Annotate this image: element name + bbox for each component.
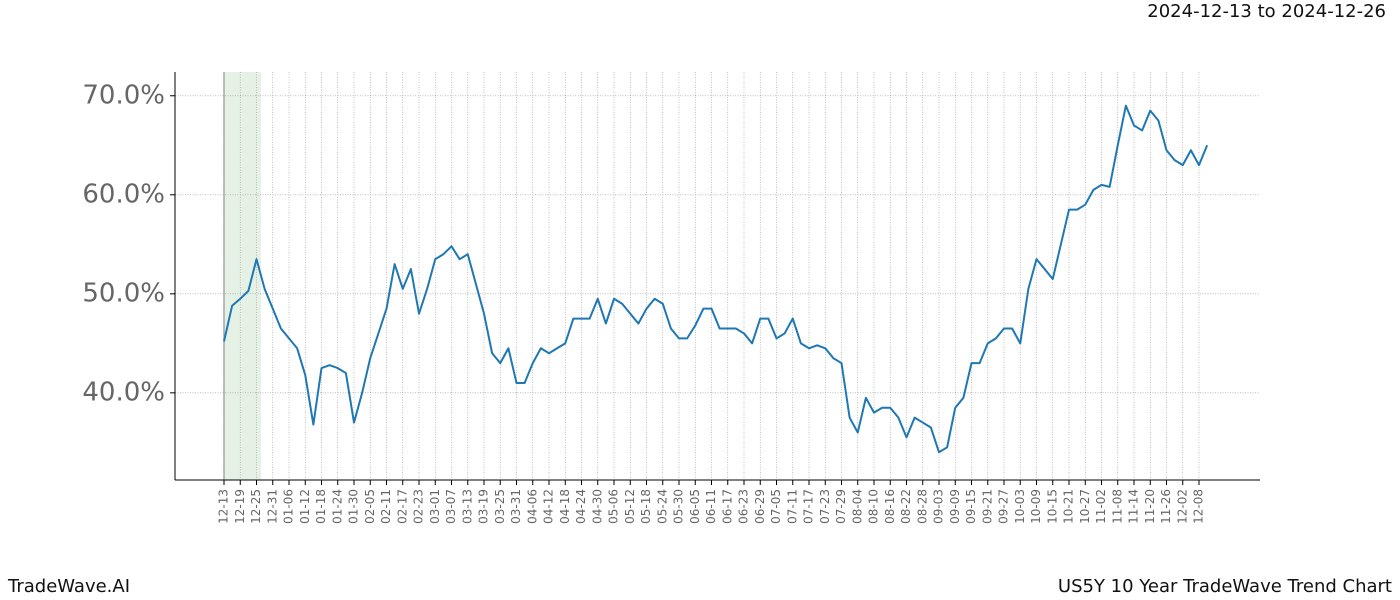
x-tick-label: 03-13 — [460, 489, 474, 524]
x-tick-label: 06-05 — [688, 489, 702, 524]
x-tick-label: 11-14 — [1127, 489, 1141, 524]
x-tick-label: 09-21 — [980, 489, 994, 524]
x-tick-label: 09-03 — [932, 489, 946, 524]
x-tick-label: 09-27 — [997, 489, 1011, 524]
x-tick-label: 03-01 — [428, 489, 442, 524]
x-tick-label: 06-29 — [753, 489, 767, 524]
x-tick-label: 07-05 — [769, 489, 783, 524]
x-tick-label: 02-05 — [363, 489, 377, 524]
x-tick-label: 07-23 — [818, 489, 832, 524]
y-tick-label: 50.0% — [82, 278, 165, 308]
x-tick-label: 02-17 — [395, 489, 409, 524]
x-tick-label: 06-17 — [720, 489, 734, 524]
x-tick-label: 03-19 — [477, 489, 491, 524]
x-tick-label: 07-29 — [834, 489, 848, 524]
x-tick-label: 07-11 — [785, 489, 799, 524]
x-tick-label: 11-26 — [1159, 489, 1173, 524]
x-tick-label: 08-04 — [850, 489, 864, 524]
footer-left: TradeWave.AI — [7, 576, 130, 597]
x-tick-label: 05-12 — [623, 489, 637, 524]
x-tick-label: 03-31 — [509, 489, 523, 524]
chart-title: 2024-12-13 to 2024-12-26 — [1147, 1, 1386, 22]
x-tick-label: 07-17 — [802, 489, 816, 524]
y-tick-label: 70.0% — [82, 80, 165, 110]
x-tick-label: 10-03 — [1013, 489, 1027, 524]
y-tick-label: 40.0% — [82, 377, 165, 407]
x-tick-label: 04-12 — [542, 489, 556, 524]
y-tick-label: 60.0% — [82, 179, 165, 209]
x-tick-label: 09-15 — [964, 489, 978, 524]
x-tick-label: 01-12 — [298, 489, 312, 524]
x-tick-label: 03-25 — [493, 489, 507, 524]
x-tick-label: 04-18 — [558, 489, 572, 524]
x-tick-label: 10-15 — [1045, 489, 1059, 524]
x-tick-label: 08-22 — [899, 489, 913, 524]
x-tick-label: 01-30 — [347, 489, 361, 524]
x-tick-label: 12-02 — [1175, 489, 1189, 524]
x-tick-label: 04-06 — [525, 489, 539, 524]
x-tick-label: 10-09 — [1029, 489, 1043, 524]
x-tick-label: 08-10 — [867, 489, 881, 524]
x-tick-label: 11-02 — [1094, 489, 1108, 524]
x-tick-label: 11-20 — [1143, 489, 1157, 524]
x-tick-label: 12-25 — [249, 489, 263, 524]
x-tick-label: 03-07 — [444, 489, 458, 524]
highlight-range — [224, 72, 261, 480]
x-tick-label: 08-16 — [883, 489, 897, 524]
x-tick-label: 05-06 — [607, 489, 621, 524]
x-tick-label: 05-18 — [639, 489, 653, 524]
footer-right: US5Y 10 Year TradeWave Trend Chart — [1058, 576, 1392, 597]
x-tick-label: 11-08 — [1110, 489, 1124, 524]
x-tick-label: 10-27 — [1078, 489, 1092, 524]
x-tick-label: 12-08 — [1192, 489, 1206, 524]
x-tick-label: 04-24 — [574, 489, 588, 524]
x-tick-label: 12-19 — [233, 489, 247, 524]
x-tick-label: 05-24 — [655, 489, 669, 524]
x-tick-label: 12-31 — [265, 489, 279, 524]
x-tick-label: 09-09 — [948, 489, 962, 524]
x-tick-label: 06-11 — [704, 489, 718, 524]
x-tick-label: 01-24 — [330, 489, 344, 524]
x-tick-label: 02-11 — [379, 489, 393, 524]
x-tick-label: 08-28 — [915, 489, 929, 524]
x-tick-label: 05-30 — [672, 489, 686, 524]
trend-line — [223, 104, 1209, 454]
x-tick-label: 01-18 — [314, 489, 328, 524]
x-tick-label: 01-06 — [282, 489, 296, 524]
x-tick-label: 02-23 — [412, 489, 426, 524]
x-tick-label: 10-21 — [1062, 489, 1076, 524]
x-tick-label: 12-13 — [217, 489, 231, 524]
x-tick-label: 04-30 — [590, 489, 604, 524]
x-tick-label: 06-23 — [737, 489, 751, 524]
